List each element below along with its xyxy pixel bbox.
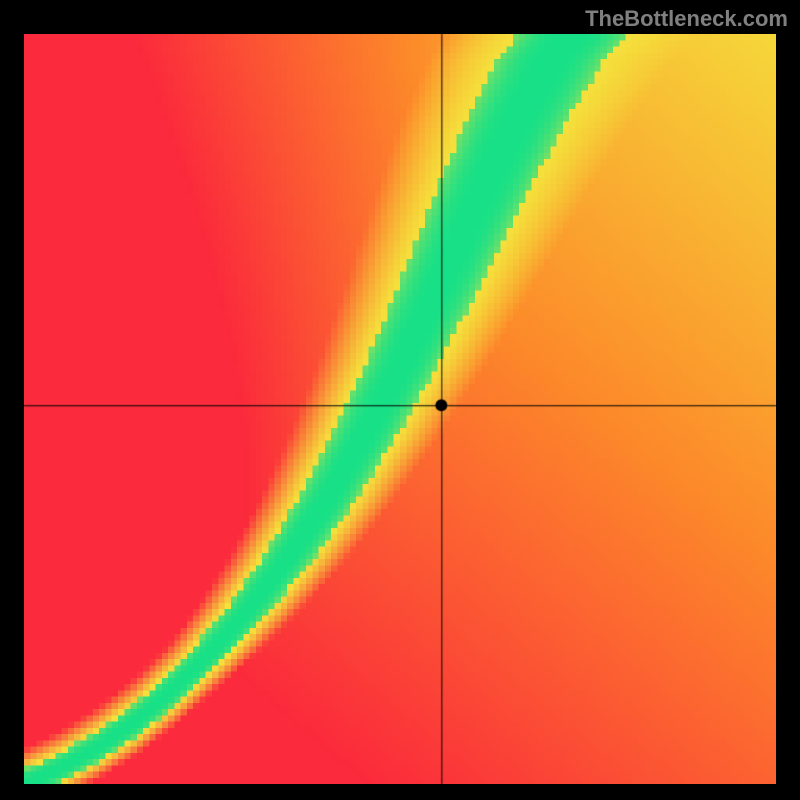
chart-container: { "attribution": { "text": "TheBottlenec…: [0, 0, 800, 800]
crosshair-overlay: [0, 0, 800, 800]
attribution-text: TheBottleneck.com: [585, 6, 788, 32]
